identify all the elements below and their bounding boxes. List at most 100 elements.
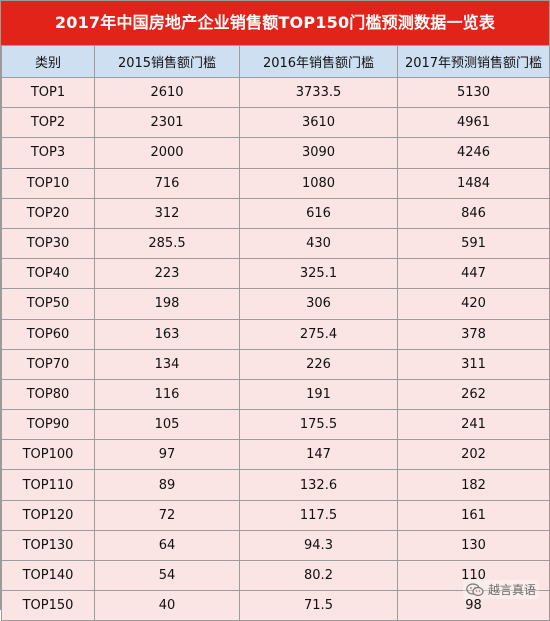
cell-category: TOP140 bbox=[1, 559, 95, 592]
cell-2017-forecast: 5130 bbox=[397, 76, 550, 109]
cell-2015: 198 bbox=[94, 288, 240, 320]
table-body: TOP1 2610 3733.5 5130 TOP2 2301 3610 4961 TOP3 20… bbox=[1, 76, 550, 621]
cell-2015: 163 bbox=[94, 318, 240, 350]
cell-2015: 2301 bbox=[94, 107, 240, 139]
cell-2017-forecast: 262 bbox=[397, 378, 550, 411]
table-row: TOP40 223 325.1 447 bbox=[1, 258, 550, 290]
data-table: 类别 2015销售额门槛 2016年销售额门槛 2017年预测销售额门槛 TOP… bbox=[1, 45, 550, 621]
table-row: TOP100 97 147 202 bbox=[1, 439, 550, 471]
table-row: TOP90 105 175.5 241 bbox=[1, 409, 550, 441]
cell-category: TOP1 bbox=[1, 76, 95, 109]
cell-category: TOP20 bbox=[1, 197, 95, 229]
cell-2015: 105 bbox=[94, 409, 240, 441]
cell-2015: 40 bbox=[94, 590, 240, 621]
watermark: 越言真语 bbox=[462, 580, 539, 599]
cell-2017-forecast: 241 bbox=[397, 409, 550, 441]
cell-2015: 223 bbox=[94, 258, 240, 290]
header-2015: 2015销售额门槛 bbox=[94, 45, 240, 78]
table-title: 2017年中国房地产企业销售额TOP150门槛预测数据一览表 bbox=[1, 1, 549, 45]
table-row: TOP30 285.5 430 591 bbox=[1, 227, 550, 260]
cell-2015: 134 bbox=[94, 348, 240, 380]
cell-category: TOP3 bbox=[1, 137, 95, 169]
cell-2017-forecast: 161 bbox=[397, 499, 550, 531]
cell-2016: 226 bbox=[239, 348, 398, 380]
table-row: TOP130 64 94.3 130 bbox=[1, 529, 550, 562]
cell-category: TOP60 bbox=[1, 318, 95, 350]
table-row: TOP20 312 616 846 bbox=[1, 197, 550, 229]
cell-category: TOP70 bbox=[1, 348, 95, 380]
cell-2016: 80.2 bbox=[239, 559, 398, 592]
cell-2017-forecast: 4961 bbox=[397, 107, 550, 139]
wechat-icon bbox=[466, 582, 484, 596]
cell-category: TOP10 bbox=[1, 167, 95, 199]
header-row: 类别 2015销售额门槛 2016年销售额门槛 2017年预测销售额门槛 bbox=[1, 45, 550, 78]
cell-2015: 72 bbox=[94, 499, 240, 531]
cell-category: TOP100 bbox=[1, 439, 95, 471]
cell-2016: 306 bbox=[239, 288, 398, 320]
cell-category: TOP50 bbox=[1, 288, 95, 320]
header-2016: 2016年销售额门槛 bbox=[239, 45, 398, 78]
cell-2015: 2000 bbox=[94, 137, 240, 169]
cell-2017-forecast: 591 bbox=[397, 227, 550, 260]
table-row: TOP70 134 226 311 bbox=[1, 348, 550, 380]
cell-2015: 97 bbox=[94, 439, 240, 471]
cell-category: TOP90 bbox=[1, 409, 95, 441]
table-row: TOP1 2610 3733.5 5130 bbox=[1, 76, 550, 109]
cell-2017-forecast: 130 bbox=[397, 529, 550, 562]
table-row: TOP140 54 80.2 110 bbox=[1, 559, 550, 592]
cell-2016: 175.5 bbox=[239, 409, 398, 441]
cell-category: TOP2 bbox=[1, 107, 95, 139]
cell-2017-forecast: 846 bbox=[397, 197, 550, 229]
table-row: TOP110 89 132.6 182 bbox=[1, 469, 550, 501]
cell-2017-forecast: 311 bbox=[397, 348, 550, 380]
cell-2017-forecast: 182 bbox=[397, 469, 550, 501]
cell-2016: 325.1 bbox=[239, 258, 398, 290]
cell-2015: 116 bbox=[94, 378, 240, 411]
table-row: TOP60 163 275.4 378 bbox=[1, 318, 550, 350]
table-row: TOP10 716 1080 1484 bbox=[1, 167, 550, 199]
cell-category: TOP110 bbox=[1, 469, 95, 501]
cell-category: TOP30 bbox=[1, 227, 95, 260]
cell-2016: 132.6 bbox=[239, 469, 398, 501]
cell-2015: 64 bbox=[94, 529, 240, 562]
cell-2016: 71.5 bbox=[239, 590, 398, 621]
table-row: TOP120 72 117.5 161 bbox=[1, 499, 550, 531]
cell-2016: 117.5 bbox=[239, 499, 398, 531]
cell-2015: 89 bbox=[94, 469, 240, 501]
cell-category: TOP80 bbox=[1, 378, 95, 411]
cell-2016: 275.4 bbox=[239, 318, 398, 350]
cell-2015: 716 bbox=[94, 167, 240, 199]
cell-2017-forecast: 4246 bbox=[397, 137, 550, 169]
cell-2017-forecast: 110 bbox=[397, 559, 550, 592]
cell-2015: 312 bbox=[94, 197, 240, 229]
table-row: TOP2 2301 3610 4961 bbox=[1, 107, 550, 139]
cell-2017-forecast: 420 bbox=[397, 288, 550, 320]
watermark-text: 越言真语 bbox=[487, 583, 536, 597]
cell-category: TOP40 bbox=[1, 258, 95, 290]
cell-2016: 430 bbox=[239, 227, 398, 260]
cell-2017-forecast: 447 bbox=[397, 258, 550, 290]
cell-category: TOP120 bbox=[1, 499, 95, 531]
cell-category: TOP130 bbox=[1, 529, 95, 562]
table-row: TOP3 2000 3090 4246 bbox=[1, 137, 550, 169]
cell-2016: 3610 bbox=[239, 107, 398, 139]
table-row: TOP50 198 306 420 bbox=[1, 288, 550, 320]
header-category: 类别 bbox=[1, 45, 95, 78]
cell-2016: 94.3 bbox=[239, 529, 398, 562]
cell-2016: 147 bbox=[239, 439, 398, 471]
cell-2017-forecast: 1484 bbox=[397, 167, 550, 199]
cell-2016: 616 bbox=[239, 197, 398, 229]
cell-2016: 191 bbox=[239, 378, 398, 411]
cell-2017-forecast: 202 bbox=[397, 439, 550, 471]
cell-2016: 3090 bbox=[239, 137, 398, 169]
cell-2016: 3733.5 bbox=[239, 76, 398, 109]
cell-2016: 1080 bbox=[239, 167, 398, 199]
cell-2015: 285.5 bbox=[94, 227, 240, 260]
cell-category: TOP150 bbox=[1, 590, 95, 621]
table-row: TOP80 116 191 262 bbox=[1, 378, 550, 411]
cell-2015: 54 bbox=[94, 559, 240, 592]
cell-2017-forecast: 378 bbox=[397, 318, 550, 350]
cell-2015: 2610 bbox=[94, 76, 240, 109]
header-2017-forecast: 2017年预测销售额门槛 bbox=[397, 45, 550, 78]
